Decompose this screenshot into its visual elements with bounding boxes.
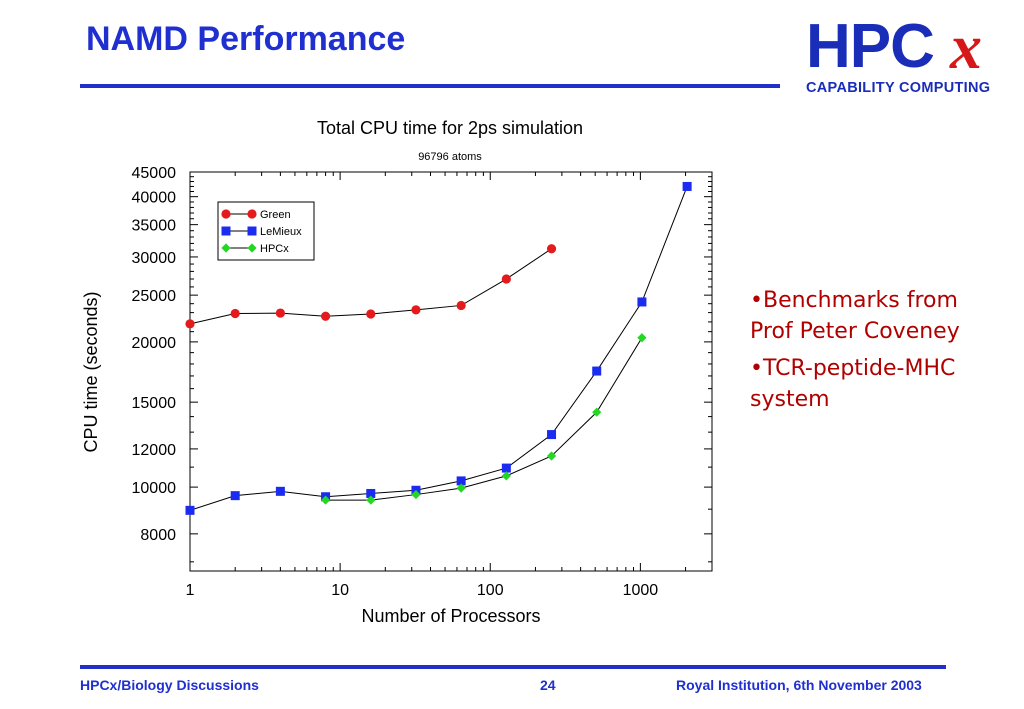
legend-label-lemieux: LeMieux — [260, 226, 302, 238]
bullet-item: •TCR-peptide-MHC system — [750, 356, 956, 412]
lemieux-data-point — [456, 476, 466, 486]
logo-x-glyph: x — [950, 11, 982, 82]
green-data-point — [546, 244, 557, 254]
lemieux-data-point — [366, 488, 376, 498]
chart-title: Total CPU time for 2ps simulation — [317, 118, 583, 138]
page-number: 24 — [540, 677, 556, 693]
hpcx-data-point — [320, 495, 331, 505]
legend-marker — [247, 209, 257, 219]
hpcx-data-point — [501, 471, 511, 481]
lemieux-series-line — [189, 186, 688, 511]
green-data-point — [275, 308, 285, 318]
lemieux-data-point — [547, 430, 557, 440]
legend-label-hpcx: HPCx — [260, 243, 289, 255]
legend-marker — [221, 243, 231, 253]
green-data-point — [185, 319, 195, 329]
y-tick-label: 45000 — [132, 165, 177, 182]
lemieux-data-point — [592, 366, 602, 376]
bullet-item: •Benchmarks from Prof Peter Coveney — [750, 288, 960, 344]
legend-label-green: Green — [260, 209, 291, 221]
hpcx-data-point — [411, 489, 421, 500]
lemieux-data-point — [230, 491, 240, 501]
hpcx-series-line — [325, 337, 643, 501]
chart-legend: Green LeMieux HPCx — [217, 201, 315, 261]
logo-letters: HPC — [806, 12, 935, 81]
y-tick-label: 35000 — [132, 218, 177, 235]
x-tick-label: 1000 — [623, 582, 659, 599]
x-tick-label: 1 — [186, 582, 195, 599]
hpcx-data-point — [456, 483, 466, 493]
series-layer — [185, 181, 692, 515]
logo-tagline: CAPABILITY COMPUTING — [806, 80, 991, 96]
lemieux-data-point — [185, 505, 195, 515]
lemieux-data-point — [682, 181, 692, 191]
bullet-list: •Benchmarks from Prof Peter Coveney •TCR… — [750, 285, 980, 421]
green-data-point — [230, 308, 240, 319]
green-data-point — [501, 274, 511, 284]
y-axis-label: CPU time (seconds) — [81, 291, 101, 452]
y-tick-label: 20000 — [132, 335, 177, 352]
x-axis: 1 10 100 1000 — [186, 172, 713, 599]
legend-marker — [247, 226, 257, 236]
y-tick-label: 8000 — [140, 527, 176, 544]
lemieux-data-point — [275, 486, 285, 496]
footer-divider — [80, 665, 946, 669]
lemieux-data-point — [637, 297, 647, 307]
hpcx-logo: HPC x CAPABILITY COMPUTING — [800, 14, 1010, 104]
legend-marker — [247, 243, 257, 253]
hpcx-data-point — [592, 407, 602, 417]
y-tick-label: 25000 — [132, 288, 177, 305]
legend-marker — [221, 226, 231, 236]
title-divider — [80, 84, 780, 88]
green-data-point — [320, 311, 331, 321]
slide-title: NAMD Performance — [86, 20, 406, 58]
x-axis-label: Number of Processors — [361, 606, 540, 626]
chart-subtitle: 96796 atoms — [418, 151, 482, 163]
lemieux-data-point — [501, 463, 511, 473]
y-tick-label: 40000 — [132, 190, 177, 207]
hpcx-data-point — [546, 451, 557, 461]
footer-right: Royal Institution, 6th November 2003 — [676, 677, 922, 693]
legend-marker — [221, 209, 231, 219]
x-tick-label: 100 — [477, 582, 504, 599]
y-tick-label: 12000 — [132, 442, 177, 459]
x-tick-label: 10 — [331, 582, 349, 599]
hpcx-data-point — [637, 333, 647, 343]
footer-left: HPCx/Biology Discussions — [80, 677, 259, 693]
green-data-point — [366, 309, 376, 319]
green-data-point — [456, 300, 466, 311]
y-tick-label: 10000 — [132, 480, 177, 497]
y-tick-label: 15000 — [132, 395, 177, 412]
y-tick-label: 30000 — [132, 250, 177, 267]
green-data-point — [411, 305, 421, 315]
hpcx-data-point — [366, 495, 376, 505]
plot-frame — [189, 171, 713, 572]
